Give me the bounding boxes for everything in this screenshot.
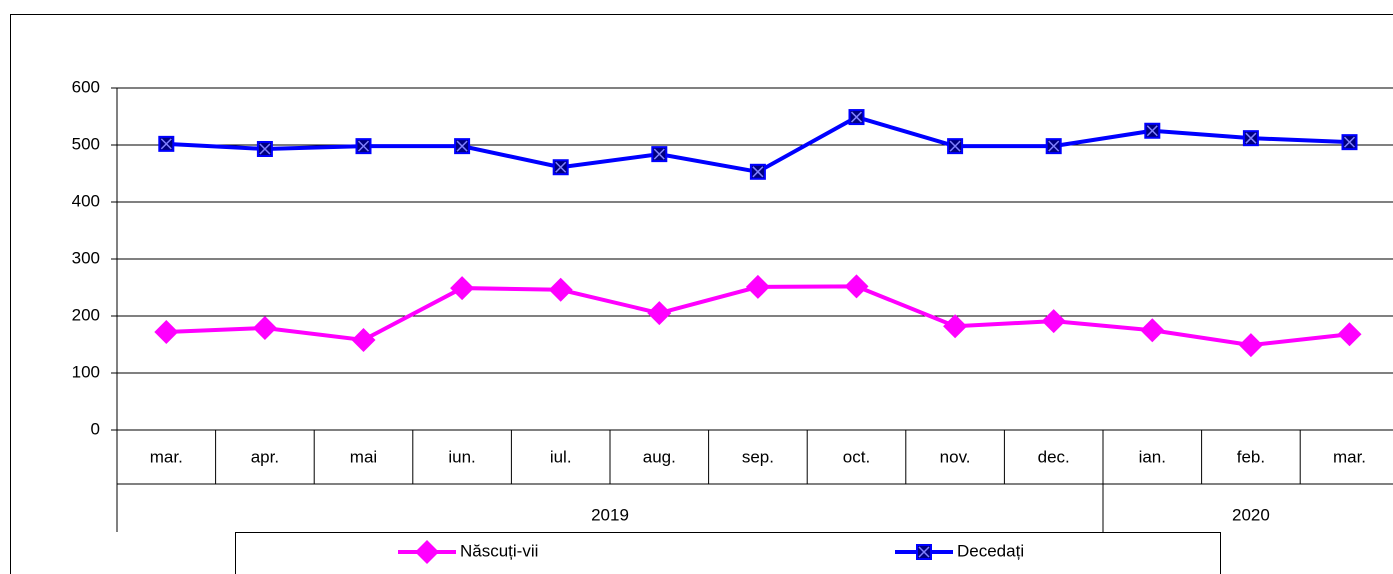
y-tick-label: 200: [72, 305, 100, 324]
x-tick-label: mar.: [1333, 447, 1366, 466]
data-point: [355, 138, 372, 155]
x-tick-label: mar.: [150, 447, 183, 466]
data-point: [1045, 138, 1062, 155]
data-point: [844, 274, 869, 299]
x-tick-label: nov.: [940, 447, 971, 466]
x-tick-label: iul.: [550, 447, 572, 466]
data-point: [1242, 130, 1259, 147]
chart-border: [10, 14, 1393, 574]
legend-label: Decedați: [957, 541, 1024, 560]
x-tick-label: iun.: [448, 447, 475, 466]
y-tick-label: 600: [72, 77, 100, 96]
data-point: [1337, 322, 1362, 347]
data-point: [848, 109, 865, 126]
data-point: [154, 319, 179, 344]
x-tick-label: sep.: [742, 447, 774, 466]
y-tick-label: 500: [72, 134, 100, 153]
data-point: [552, 159, 569, 176]
data-point: [1041, 309, 1066, 334]
series-line: [166, 114, 1350, 174]
data-point: [749, 163, 766, 180]
x-tick-label: oct.: [843, 447, 870, 466]
data-point: [351, 327, 376, 352]
y-tick-label: 0: [91, 419, 100, 438]
data-point: [947, 138, 964, 155]
group-label: 2020: [1232, 505, 1270, 524]
data-point: [454, 138, 471, 155]
data-point: [647, 301, 672, 326]
y-tick-label: 100: [72, 362, 100, 381]
y-tick-label: 400: [72, 191, 100, 210]
x-tick-label: ian.: [1139, 447, 1166, 466]
data-point: [548, 277, 573, 302]
data-point: [943, 314, 968, 339]
legend-marker: [916, 544, 932, 560]
data-point: [1341, 134, 1358, 151]
group-label: 2019: [591, 505, 629, 524]
legend-box: [235, 532, 1221, 574]
x-tick-label: mai: [350, 447, 377, 466]
data-point: [252, 315, 277, 340]
data-point: [158, 135, 175, 152]
data-point: [1140, 318, 1165, 343]
legend-label: Născuți-vii: [460, 541, 538, 560]
y-tick-label: 300: [72, 248, 100, 267]
data-point: [450, 276, 475, 301]
x-tick-label: aug.: [643, 447, 676, 466]
data-point: [745, 274, 770, 299]
data-point: [651, 146, 668, 163]
x-tick-label: dec.: [1038, 447, 1070, 466]
legend-marker: [415, 540, 439, 564]
data-point: [1144, 122, 1161, 139]
x-tick-label: apr.: [251, 447, 279, 466]
data-point: [256, 140, 273, 157]
x-tick-label: feb.: [1237, 447, 1265, 466]
data-point: [1238, 333, 1263, 358]
